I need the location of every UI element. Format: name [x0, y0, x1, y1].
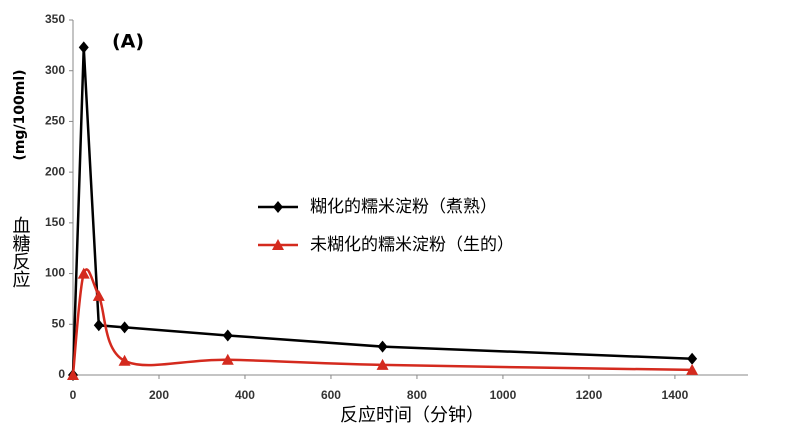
data-point — [221, 353, 234, 365]
data-point — [687, 352, 698, 365]
annotation: (A) — [112, 31, 144, 53]
data-point — [686, 363, 699, 375]
y-tick-label: 150 — [45, 215, 65, 229]
x-tick-label: 0 — [70, 388, 77, 402]
y-axis-label: (mg/100ml) — [12, 69, 28, 160]
legend-marker — [273, 201, 283, 213]
y-tick-label: 300 — [45, 63, 65, 77]
y-tick-label: 100 — [45, 266, 65, 280]
y-tick-label: 350 — [45, 12, 65, 26]
data-point — [118, 354, 131, 366]
data-point — [377, 340, 388, 353]
x-tick-label: 1400 — [662, 388, 689, 402]
x-tick-label: 600 — [321, 388, 341, 402]
x-tick-label: 1000 — [490, 388, 517, 402]
legend-marker — [272, 239, 284, 250]
legend-label: 未糊化的糯米淀粉（生的） — [310, 235, 514, 255]
data-point — [119, 321, 130, 334]
x-tick-label: 800 — [407, 388, 427, 402]
data-point — [376, 358, 389, 370]
y-axis-label-2: 血糖反应 — [10, 216, 31, 288]
y-tick-label: 50 — [52, 316, 66, 330]
data-point — [77, 267, 90, 279]
x-tick-label: 200 — [149, 388, 169, 402]
data-point — [78, 41, 89, 54]
data-point — [93, 319, 104, 332]
y-tick-label: 250 — [45, 114, 65, 128]
y-tick-label: 200 — [45, 164, 65, 178]
x-axis-label: 反应时间（分钟） — [340, 405, 484, 426]
y-tick-label: 0 — [58, 367, 65, 381]
data-point — [222, 329, 233, 342]
legend-label: 糊化的糯米淀粉（煮熟） — [310, 196, 497, 217]
x-tick-label: 1200 — [576, 388, 603, 402]
data-point — [92, 289, 105, 301]
data-point — [67, 369, 79, 380]
x-tick-label: 400 — [235, 388, 255, 402]
